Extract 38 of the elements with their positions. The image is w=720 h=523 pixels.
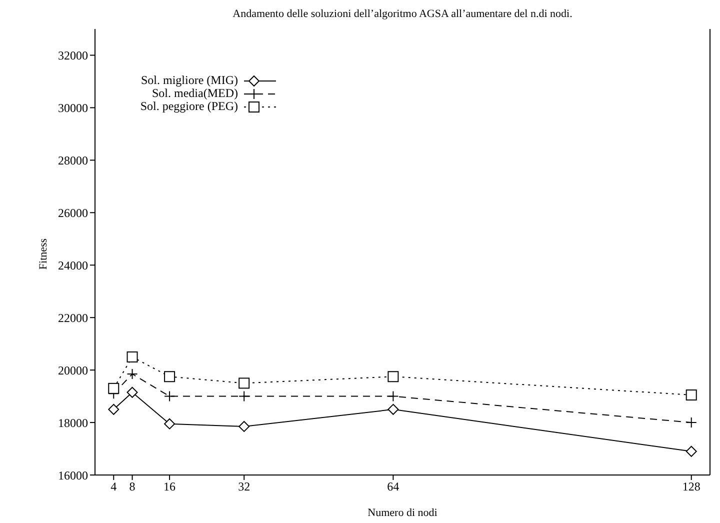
point xyxy=(388,371,399,382)
x-tick-label: 32 xyxy=(238,480,250,494)
legend-label: Sol. media(MED) xyxy=(152,86,238,100)
point xyxy=(238,420,250,432)
y-tick-label: 26000 xyxy=(58,206,88,220)
x-tick-label: 4 xyxy=(110,480,117,494)
point xyxy=(126,386,138,398)
x-tick-label: 8 xyxy=(129,480,136,494)
point xyxy=(126,368,138,380)
point xyxy=(686,417,697,428)
chart-title: Andamento delle soluzioni dell’algoritmo AGSA all’aumentare del n.di nodi. xyxy=(232,8,574,20)
y-tick-label: 28000 xyxy=(58,153,88,168)
point xyxy=(164,418,176,430)
x-axis-title: Numero di nodi xyxy=(366,507,438,519)
point xyxy=(108,382,120,394)
y-tick-label: 18000 xyxy=(58,416,88,430)
x-tick-label: 16 xyxy=(164,480,176,494)
point xyxy=(164,390,176,402)
y-tick-label: 32000 xyxy=(58,48,88,62)
legend-label: Sol. peggiore (PEG) xyxy=(140,99,238,113)
y-tick-label: 16000 xyxy=(58,468,88,482)
y-tick-label: 30000 xyxy=(58,100,88,115)
point xyxy=(238,378,250,389)
x-tick-label: 64 xyxy=(387,480,400,494)
legend-label: Sol. migliore (MIG) xyxy=(141,73,238,87)
y-axis-title: Fitness xyxy=(38,238,50,270)
point xyxy=(686,389,697,400)
point xyxy=(388,390,399,402)
point xyxy=(108,404,120,415)
y-tick-label: 22000 xyxy=(58,310,88,325)
point xyxy=(388,404,399,415)
x-tick-label: 128 xyxy=(682,480,700,494)
point xyxy=(686,446,697,457)
point xyxy=(238,390,250,402)
point xyxy=(126,351,138,362)
y-tick-label: 24000 xyxy=(58,258,88,272)
point xyxy=(164,371,176,382)
y-tick-label: 20000 xyxy=(58,363,88,378)
